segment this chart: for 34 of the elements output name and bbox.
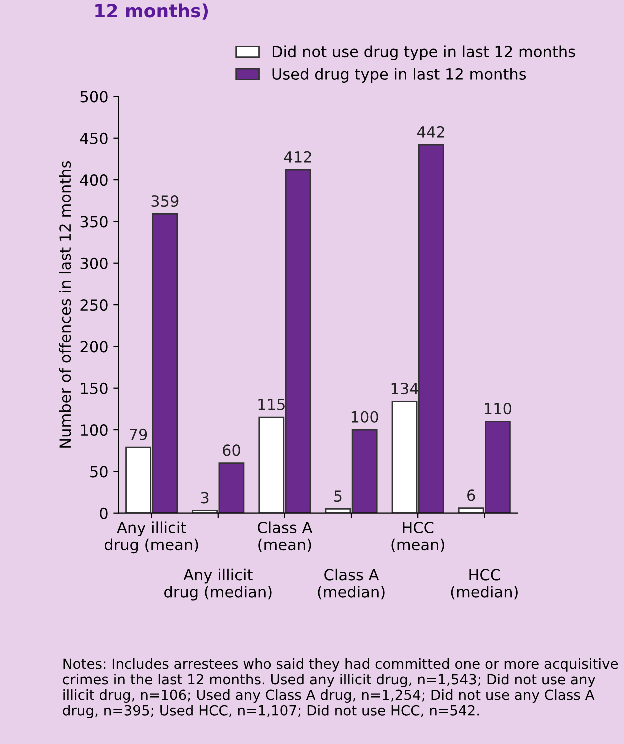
y-tick-label: 200	[80, 341, 108, 353]
data-label: 5	[334, 490, 342, 502]
data-label: 115	[258, 399, 285, 410]
legend-label: Used drug type in last 12 months	[272, 68, 526, 83]
data-label: 359	[152, 196, 179, 208]
data-label: 6	[468, 490, 476, 502]
data-label: 3	[201, 492, 209, 504]
data-label: 412	[284, 151, 312, 163]
data-label: 79	[130, 428, 148, 440]
chart-title: 12 months)	[96, 4, 208, 20]
y-tick-label: 300	[80, 258, 108, 270]
data-label: 442	[418, 126, 444, 138]
x-tick-label: Class A (median)	[318, 568, 385, 600]
y-tick-label: 50	[90, 466, 108, 478]
y-tick-label: 450	[80, 132, 108, 144]
legend-label: Did not use drug type in last 12 months	[272, 46, 576, 61]
x-tick-label: Any illicit drug (mean)	[104, 522, 198, 554]
x-tick-label: Any illicit drug (median)	[164, 568, 272, 601]
x-tick-label: Class A (mean)	[258, 522, 313, 552]
data-label: 60	[223, 444, 240, 456]
y-tick-label: 0	[100, 508, 108, 520]
data-label: 100	[352, 411, 378, 423]
y-axis-title: Number of offences in last 12 months	[59, 161, 72, 448]
y-tick-label: 400	[80, 174, 108, 186]
data-label: 110	[485, 403, 512, 415]
text: Notes: Includes arrestees who said they had committed one or more acquisitive crimes in the last 12 months. Used any illicit drug, n=1,543; Did not use any illicit drug, n=106; Used any Class A drug, n=1,254; Did not use any Class A drug, n=395; Used HCC, n=1,107; Did not use HCC, n=542.	[63, 658, 618, 719]
y-tick-label: 250	[80, 300, 108, 312]
data-label: 134	[392, 383, 418, 395]
x-tick-label: HCC (median)	[451, 569, 518, 600]
y-tick-label: 500	[80, 91, 108, 103]
x-tick-label: HCC (mean)	[392, 522, 444, 552]
y-tick-label: 350	[80, 216, 108, 228]
y-tick-label: 150	[81, 382, 108, 394]
y-tick-label: 100	[81, 424, 108, 436]
